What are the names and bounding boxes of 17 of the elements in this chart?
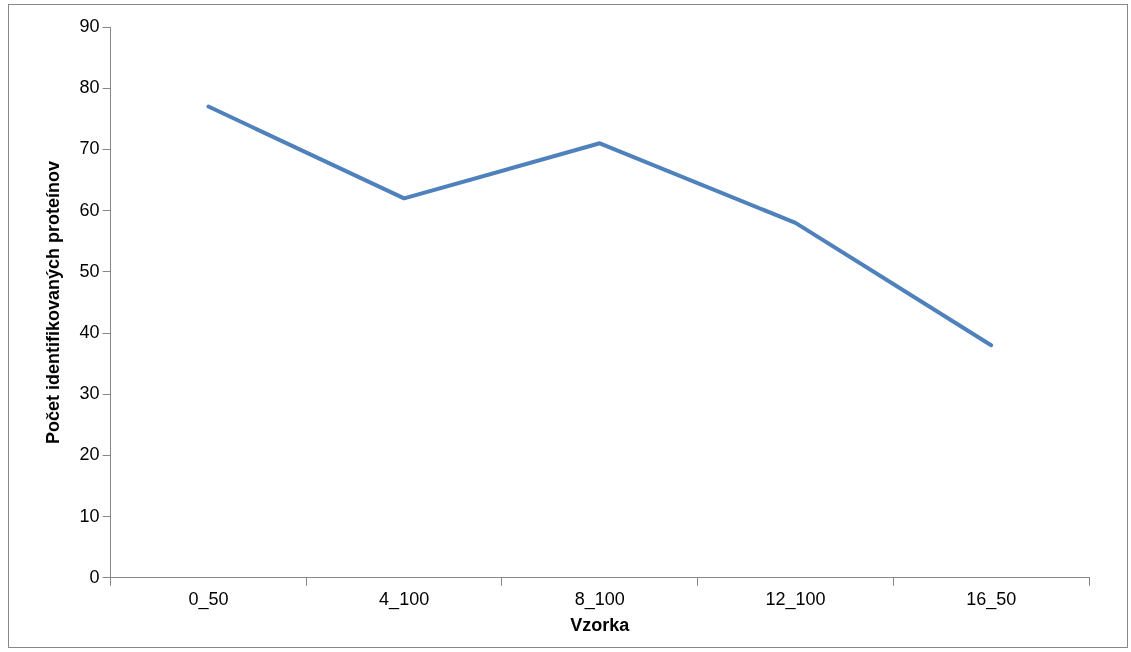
y-tick-label: 40 <box>79 321 100 342</box>
x-tick-label: 4_100 <box>379 588 430 610</box>
y-axis-title: Počet identifikovaných proteínov <box>42 160 63 444</box>
x-axis-title: Vzorka <box>570 615 631 636</box>
y-tick-label: 70 <box>79 138 100 159</box>
y-tick-label: 20 <box>79 444 100 465</box>
y-tick-label: 60 <box>79 199 100 220</box>
x-tick-label: 8_100 <box>574 588 625 610</box>
y-tick-label: 90 <box>79 15 100 36</box>
y-tick-label: 50 <box>79 260 100 281</box>
x-tick-label: 16_50 <box>966 588 1017 610</box>
y-tick-label: 10 <box>79 505 100 526</box>
x-tick-label: 12_100 <box>765 588 826 610</box>
y-tick-label: 80 <box>79 77 100 98</box>
y-tick-label: 30 <box>79 383 100 404</box>
x-tick-label: 0_50 <box>188 588 229 610</box>
y-tick-label: 0 <box>89 566 100 587</box>
